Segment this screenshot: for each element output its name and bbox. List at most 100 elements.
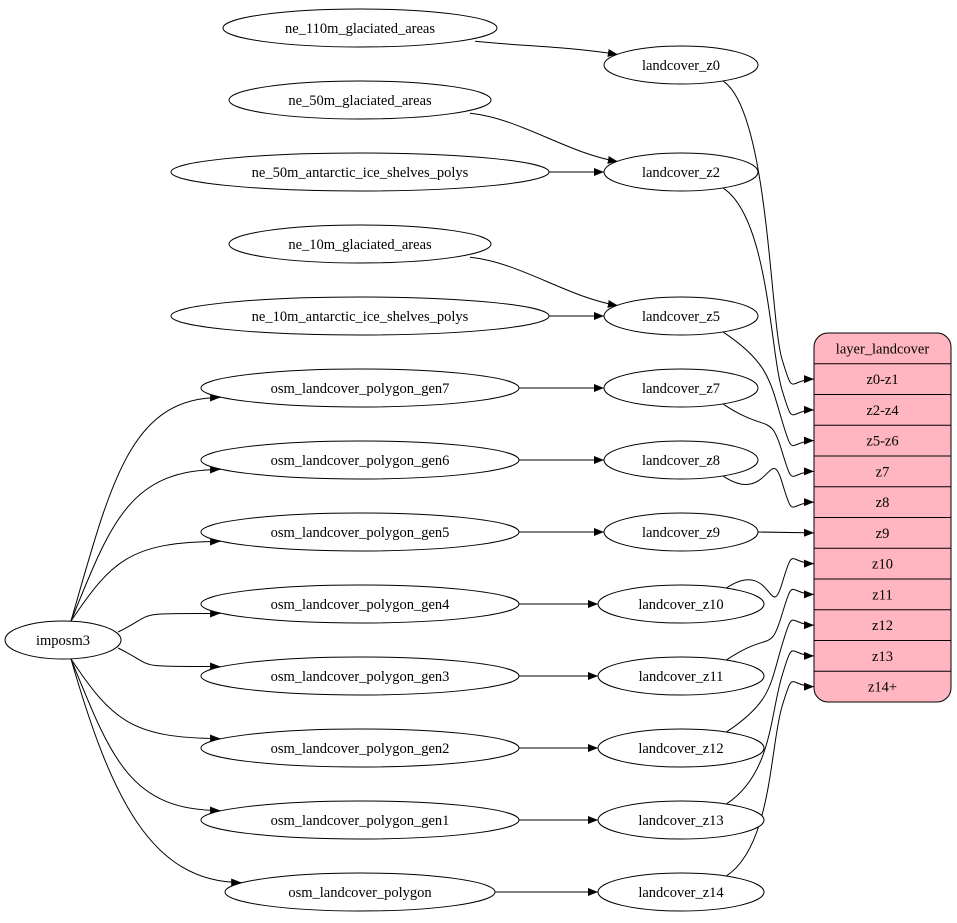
node-label: landcover_z14 xyxy=(638,885,724,901)
layer-row-z8[interactable]: z8 xyxy=(876,495,890,511)
node-osm-landcover-polygon-gen3[interactable]: osm_landcover_polygon_gen3 xyxy=(200,656,520,696)
node-ellipse xyxy=(228,224,492,264)
node-ellipse xyxy=(200,368,520,408)
node-osm-landcover-polygon-gen2[interactable]: osm_landcover_polygon_gen2 xyxy=(200,728,520,768)
node-ellipse xyxy=(603,440,759,480)
node-imposm3[interactable]: imposm3 xyxy=(4,620,122,660)
edge-landcover-z14-to-layer-z14+ xyxy=(726,681,815,877)
node-label: landcover_z10 xyxy=(638,597,723,613)
layer-row-z14+[interactable]: z14+ xyxy=(868,680,897,696)
edges xyxy=(70,40,815,896)
node-osm-landcover-polygon-gen7[interactable]: osm_landcover_polygon_gen7 xyxy=(200,368,520,408)
node-label: landcover_z7 xyxy=(642,381,720,397)
layer-row-z12[interactable]: z12 xyxy=(872,618,893,634)
edge-imposm3-to-osm-landcover-polygon-gen1 xyxy=(70,658,221,815)
node-landcover-z11[interactable]: landcover_z11 xyxy=(597,656,765,696)
node-ellipse xyxy=(597,800,765,840)
node-osm-landcover-polygon-gen4[interactable]: osm_landcover_polygon_gen4 xyxy=(200,584,520,624)
node-ne-110m-glaciated-areas[interactable]: ne_110m_glaciated_areas xyxy=(222,8,498,48)
layer-row-z0-z1[interactable]: z0-z1 xyxy=(866,372,898,388)
node-osm-landcover-polygon[interactable]: osm_landcover_polygon xyxy=(224,872,496,912)
node-osm-landcover-polygon-gen5[interactable]: osm_landcover_polygon_gen5 xyxy=(200,512,520,552)
node-ellipse xyxy=(603,296,759,336)
edge-landcover-z0-to-layer-z0-z1 xyxy=(723,80,815,385)
node-ellipse xyxy=(597,584,765,624)
node-label: landcover_z12 xyxy=(638,741,723,757)
node-label: ne_10m_antarctic_ice_shelves_polys xyxy=(252,309,469,325)
edge-landcover-z10-to-layer-z10 xyxy=(726,558,815,598)
node-landcover-z2[interactable]: landcover_z2 xyxy=(603,152,759,192)
node-ellipse xyxy=(597,728,765,768)
node-label: imposm3 xyxy=(36,633,90,649)
edge-imposm3-to-osm-landcover-polygon-gen6 xyxy=(70,465,221,622)
layer-title: layer_landcover xyxy=(836,341,930,357)
layer-row-z13[interactable]: z13 xyxy=(872,649,893,665)
node-ellipse xyxy=(603,368,759,408)
edge-imposm3-to-osm-landcover-polygon-gen3 xyxy=(117,647,221,671)
node-ellipse xyxy=(603,512,759,552)
node-ne-10m-antarctic-ice-shelves-polys[interactable]: ne_10m_antarctic_ice_shelves_polys xyxy=(170,296,550,336)
layer-row-z9[interactable]: z9 xyxy=(876,526,890,542)
node-ellipse xyxy=(222,8,498,48)
node-ellipse xyxy=(597,656,765,696)
edge-landcover-z13-to-layer-z13 xyxy=(726,650,815,805)
edge-imposm3-to-osm-landcover-polygon-gen2 xyxy=(70,658,221,743)
node-label: landcover_z13 xyxy=(638,813,723,829)
node-osm-landcover-polygon-gen6[interactable]: osm_landcover_polygon_gen6 xyxy=(200,440,520,480)
node-label: landcover_z8 xyxy=(642,453,720,469)
node-landcover-z13[interactable]: landcover_z13 xyxy=(597,800,765,840)
edge-landcover-z11-to-layer-z11 xyxy=(726,588,815,661)
layer-row-z7[interactable]: z7 xyxy=(876,464,890,480)
node-landcover-z12[interactable]: landcover_z12 xyxy=(597,728,765,768)
node-label: osm_landcover_polygon_gen2 xyxy=(271,741,450,757)
node-label: osm_landcover_polygon_gen1 xyxy=(271,813,450,829)
node-ellipse xyxy=(200,800,520,840)
node-landcover-z14[interactable]: landcover_z14 xyxy=(597,872,765,912)
layer-landcover-record: layer_landcover z0-z1 z2-z4 z5-z6 z7 z8 z9 z10 z… xyxy=(813,332,952,703)
edge-imposm3-to-osm-landcover-polygon xyxy=(70,658,242,887)
node-label: landcover_z0 xyxy=(642,58,720,74)
layer-row-z10[interactable]: z10 xyxy=(872,557,893,573)
node-ellipse xyxy=(603,45,759,85)
node-landcover-z7[interactable]: landcover_z7 xyxy=(603,368,759,408)
edge-ne-110m-glaciated-areas-to-landcover-z0 xyxy=(475,40,618,57)
edge-landcover-z8-to-layer-z8 xyxy=(723,468,815,508)
node-ellipse xyxy=(200,440,520,480)
node-label: ne_50m_antarctic_ice_shelves_polys xyxy=(252,165,469,181)
edge-landcover-z12-to-layer-z12 xyxy=(726,619,815,733)
node-landcover-z9[interactable]: landcover_z9 xyxy=(603,512,759,552)
edge-landcover-z9-to-layer-z9 xyxy=(757,528,815,537)
node-osm-landcover-polygon-gen1[interactable]: osm_landcover_polygon_gen1 xyxy=(200,800,520,840)
node-label: landcover_z2 xyxy=(642,165,720,181)
node-ellipse xyxy=(597,872,765,912)
node-landcover-z5[interactable]: landcover_z5 xyxy=(603,296,759,336)
node-label: osm_landcover_polygon_gen4 xyxy=(271,597,451,613)
node-ne-50m-antarctic-ice-shelves-polys[interactable]: ne_50m_antarctic_ice_shelves_polys xyxy=(170,152,550,192)
layer-row-z11[interactable]: z11 xyxy=(872,587,892,603)
node-label: landcover_z11 xyxy=(639,669,724,685)
node-ellipse xyxy=(200,512,520,552)
node-ellipse xyxy=(603,152,759,192)
node-ellipse xyxy=(200,728,520,768)
node-landcover-z8[interactable]: landcover_z8 xyxy=(603,440,759,480)
node-label: landcover_z5 xyxy=(642,309,720,325)
node-ellipse xyxy=(170,296,550,336)
node-ne-10m-glaciated-areas[interactable]: ne_10m_glaciated_areas xyxy=(228,224,492,264)
node-ne-50m-glaciated-areas[interactable]: ne_50m_glaciated_areas xyxy=(228,80,492,120)
node-landcover-z10[interactable]: landcover_z10 xyxy=(597,584,765,624)
nodes: ne_110m_glaciated_areas ne_50m_glaciated_… xyxy=(4,8,765,912)
node-ellipse xyxy=(200,656,520,696)
node-label: ne_110m_glaciated_areas xyxy=(285,21,435,37)
node-ellipse xyxy=(200,584,520,624)
node-ellipse xyxy=(4,620,122,660)
edge-imposm3-to-osm-landcover-polygon-gen7 xyxy=(70,393,221,622)
layer-row-z2-z4[interactable]: z2-z4 xyxy=(866,403,899,419)
node-ellipse xyxy=(224,872,496,912)
node-label: osm_landcover_polygon_gen7 xyxy=(271,381,450,397)
node-label: landcover_z9 xyxy=(642,525,720,541)
layer-row-z5-z6[interactable]: z5-z6 xyxy=(866,434,898,450)
edge-landcover-z5-to-layer-z5-z6 xyxy=(723,331,815,447)
node-label: osm_landcover_polygon_gen5 xyxy=(271,525,450,541)
node-landcover-z0[interactable]: landcover_z0 xyxy=(603,45,759,85)
